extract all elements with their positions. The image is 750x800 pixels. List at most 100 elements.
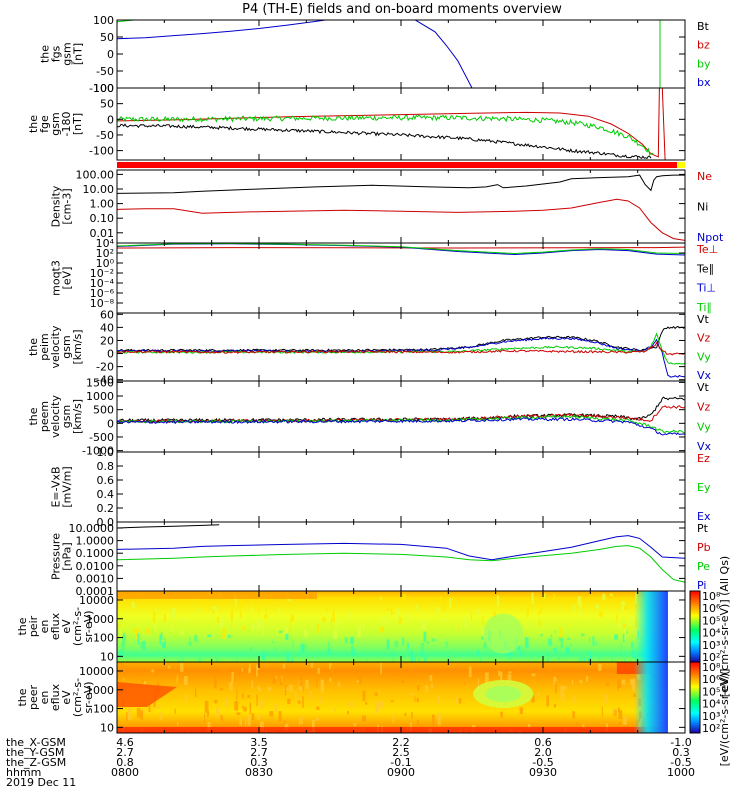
y-tick-label: 100 xyxy=(93,14,114,27)
spectrogram-cell xyxy=(247,694,251,698)
legend-vy: Vy xyxy=(697,350,711,363)
spectrogram-cell xyxy=(344,637,348,644)
y-axis-label-line: (cm²-s- xyxy=(71,607,84,646)
spectrogram-cell xyxy=(153,700,156,708)
spectrogram-cell xyxy=(257,620,262,630)
spectrogram-cell xyxy=(134,671,138,674)
spectrogram-cell xyxy=(284,684,287,696)
spectrogram-cell xyxy=(391,612,394,615)
legend-bx: bx xyxy=(697,76,711,89)
spectrogram-cell xyxy=(189,636,191,644)
spectrogram-cell xyxy=(122,678,125,681)
spectrogram-cell xyxy=(565,647,570,654)
y-axis-label-line: fge xyxy=(38,115,51,133)
x-axis-value: 1000 xyxy=(667,766,695,779)
x-axis-value: 0.6 xyxy=(534,736,552,749)
spectrogram-gap xyxy=(667,662,685,733)
y-axis-label-line: en xyxy=(38,620,51,634)
spectrogram-cell xyxy=(333,708,336,712)
series-vt xyxy=(117,396,685,424)
spectrogram-cell xyxy=(126,711,128,722)
legend-ti: Ti⊥ xyxy=(696,282,716,295)
spectrogram-cell xyxy=(288,684,293,692)
spectrogram-cell xyxy=(517,645,521,650)
spectrogram-cell xyxy=(416,697,419,703)
spectrogram-cell xyxy=(583,657,586,662)
chart-title: P4 (TH-E) fields and on-board moments ov… xyxy=(242,2,562,17)
spectrogram-cell xyxy=(148,668,153,672)
spectrogram-cell xyxy=(570,643,572,647)
spectrogram-cell xyxy=(411,712,413,719)
spectrogram-cell xyxy=(619,721,621,729)
spectrogram-cell xyxy=(265,609,267,616)
y-tick-label: 100 xyxy=(93,82,114,95)
spectrogram-cell xyxy=(302,643,307,655)
spectrogram-cell xyxy=(404,712,407,717)
spectrogram-cell xyxy=(426,641,430,644)
spectrogram-cell xyxy=(219,688,223,691)
spectrogram-cell xyxy=(463,681,465,685)
legend-pe: Pe xyxy=(697,560,710,573)
spectrogram-cell xyxy=(362,690,366,701)
spectrogram-cell xyxy=(353,723,357,726)
spectrogram-cell xyxy=(414,696,416,702)
spectrogram-cell xyxy=(523,649,526,652)
spectrogram-cell xyxy=(290,614,295,622)
spectrogram-cell xyxy=(477,609,481,616)
spectrogram-cell xyxy=(295,692,297,701)
spectrogram-cell xyxy=(122,635,126,646)
spectrogram-cell xyxy=(449,597,452,608)
series-line xyxy=(117,325,685,352)
flag-bar-yellow xyxy=(677,162,685,168)
spectrogram-cell xyxy=(586,619,588,624)
y-tick-label: 0.6 xyxy=(97,474,115,487)
spectrogram-cell xyxy=(363,624,366,629)
spectrogram-cell xyxy=(553,676,557,685)
x-axis-date: 2019 Dec 11 xyxy=(6,776,76,789)
y-axis-label-line: eflux xyxy=(49,683,62,711)
series-line xyxy=(117,88,685,160)
spectrogram-cell xyxy=(602,593,606,600)
spectrogram-cell xyxy=(127,707,132,720)
series-vy xyxy=(117,414,685,434)
spectrogram-cell xyxy=(374,692,378,696)
spectrogram-cell xyxy=(508,652,513,657)
spectrogram-cell xyxy=(496,595,500,606)
spectrogram-cell xyxy=(392,714,395,723)
spectrogram-cell xyxy=(302,695,304,708)
spectrogram-cell xyxy=(297,700,301,704)
spectrogram-cell xyxy=(531,592,534,604)
spectrogram-cell xyxy=(305,679,309,690)
y-tick-label: 500 xyxy=(93,404,114,417)
x-axis-row-label: hhmm xyxy=(6,766,41,779)
series-vx xyxy=(117,417,685,436)
panel-frame xyxy=(116,169,686,244)
spectrogram-cell xyxy=(580,604,582,615)
x-axis-value: 0800 xyxy=(111,766,139,779)
spectrogram-cell xyxy=(498,670,501,676)
series-line xyxy=(117,336,685,378)
spectrogram-cell xyxy=(579,680,583,684)
spectrogram-cell xyxy=(378,690,380,696)
series-line xyxy=(117,198,685,241)
y-tick-label: 0.4 xyxy=(97,488,115,501)
spectrogram-cell xyxy=(458,698,462,704)
y-axis-label-line: [eV] xyxy=(61,267,74,290)
spectrogram-cell xyxy=(343,650,346,653)
legend-te: Te∥ xyxy=(696,262,714,275)
spectrogram-cell xyxy=(332,610,335,623)
spectrogram-cell xyxy=(262,652,266,661)
spectrogram-cell xyxy=(299,678,303,687)
y-axis-label: Pressure[nPa] xyxy=(50,533,74,580)
panel-frame xyxy=(116,19,686,89)
spectrogram-cell xyxy=(222,669,226,676)
spectrogram-cell xyxy=(423,631,427,642)
spectrogram-cell xyxy=(326,607,328,613)
spectrogram-cell xyxy=(357,625,361,638)
y-tick-label: 10⁻⁴ xyxy=(90,277,115,290)
spectrogram-cell xyxy=(574,694,577,704)
y-tick-label: -50 xyxy=(96,129,114,142)
x-axis-value: 0.8 xyxy=(116,756,134,769)
